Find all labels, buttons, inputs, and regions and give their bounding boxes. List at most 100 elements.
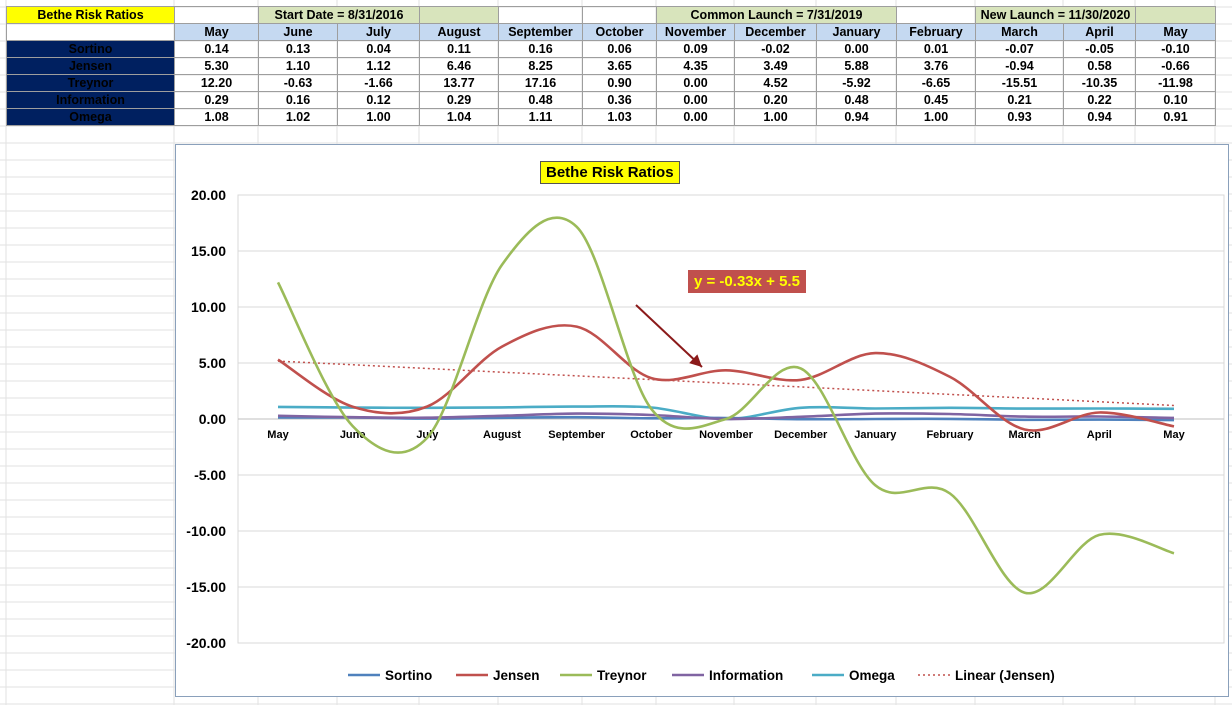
month-header[interactable]: February — [896, 23, 976, 41]
value-cell[interactable]: 0.00 — [816, 40, 897, 58]
sheet-title[interactable]: Bethe Risk Ratios — [6, 6, 175, 24]
value-cell[interactable]: 1.00 — [734, 108, 817, 126]
value-cell[interactable]: 1.12 — [337, 57, 420, 75]
value-cell[interactable]: -0.07 — [975, 40, 1064, 58]
value-cell[interactable]: 0.58 — [1063, 57, 1136, 75]
month-header[interactable]: June — [258, 23, 338, 41]
launch-note[interactable]: Common Launch = 7/31/2019 — [656, 6, 897, 24]
row-label[interactable]: Sortino — [6, 40, 175, 58]
empty-cell[interactable] — [582, 6, 657, 24]
empty-cell[interactable] — [174, 6, 259, 24]
value-cell[interactable]: -0.63 — [258, 74, 338, 92]
value-cell[interactable]: 0.93 — [975, 108, 1064, 126]
launch-note[interactable]: Start Date = 8/31/2016 — [258, 6, 420, 24]
value-cell[interactable]: 6.46 — [419, 57, 499, 75]
value-cell[interactable]: 0.09 — [656, 40, 735, 58]
value-cell[interactable]: -5.92 — [816, 74, 897, 92]
value-cell[interactable]: 0.48 — [816, 91, 897, 109]
legend-item-sortino[interactable]: Sortino — [348, 668, 432, 683]
value-cell[interactable]: 0.14 — [174, 40, 259, 58]
value-cell[interactable]: 0.11 — [419, 40, 499, 58]
value-cell[interactable]: 0.90 — [582, 74, 657, 92]
legend-item-treynor[interactable]: Treynor — [560, 668, 647, 683]
value-cell[interactable]: 4.35 — [656, 57, 735, 75]
value-cell[interactable]: 0.20 — [734, 91, 817, 109]
value-cell[interactable]: 8.25 — [498, 57, 583, 75]
value-cell[interactable]: 0.16 — [498, 40, 583, 58]
value-cell[interactable]: -0.10 — [1135, 40, 1216, 58]
value-cell[interactable]: 1.04 — [419, 108, 499, 126]
month-header[interactable]: March — [975, 23, 1064, 41]
empty-cell[interactable] — [896, 6, 976, 24]
value-cell[interactable]: 1.00 — [896, 108, 976, 126]
value-cell[interactable]: 0.12 — [337, 91, 420, 109]
month-header[interactable]: October — [582, 23, 657, 41]
empty-cell[interactable] — [1135, 6, 1216, 24]
month-header[interactable]: September — [498, 23, 583, 41]
value-cell[interactable]: 13.77 — [419, 74, 499, 92]
empty-cell[interactable] — [6, 23, 175, 41]
value-cell[interactable]: -10.35 — [1063, 74, 1136, 92]
value-cell[interactable]: 0.29 — [174, 91, 259, 109]
value-cell[interactable]: 0.94 — [816, 108, 897, 126]
value-cell[interactable]: 0.45 — [896, 91, 976, 109]
legend-item-jensen[interactable]: Jensen — [456, 668, 540, 683]
month-header[interactable]: May — [174, 23, 259, 41]
value-cell[interactable]: 1.10 — [258, 57, 338, 75]
value-cell[interactable]: 0.36 — [582, 91, 657, 109]
value-cell[interactable]: 0.00 — [656, 91, 735, 109]
month-header[interactable]: August — [419, 23, 499, 41]
value-cell[interactable]: 0.13 — [258, 40, 338, 58]
value-cell[interactable]: 0.00 — [656, 108, 735, 126]
empty-cell[interactable] — [498, 6, 583, 24]
value-cell[interactable]: 1.11 — [498, 108, 583, 126]
value-cell[interactable]: -0.05 — [1063, 40, 1136, 58]
value-cell[interactable]: -15.51 — [975, 74, 1064, 92]
launch-note[interactable]: New Launch = 11/30/2020 — [975, 6, 1136, 24]
value-cell[interactable]: -1.66 — [337, 74, 420, 92]
value-cell[interactable]: 3.49 — [734, 57, 817, 75]
month-header[interactable]: July — [337, 23, 420, 41]
month-header[interactable]: December — [734, 23, 817, 41]
chart-title[interactable]: Bethe Risk Ratios — [540, 161, 680, 184]
series-line-jensen[interactable] — [277, 324, 1175, 432]
value-cell[interactable]: 0.00 — [656, 74, 735, 92]
month-header[interactable]: April — [1063, 23, 1136, 41]
value-cell[interactable]: -0.66 — [1135, 57, 1216, 75]
series-line-treynor[interactable] — [276, 216, 1175, 595]
value-cell[interactable]: 0.01 — [896, 40, 976, 58]
row-label[interactable]: Omega — [6, 108, 175, 126]
value-cell[interactable]: 0.04 — [337, 40, 420, 58]
value-cell[interactable]: 1.00 — [337, 108, 420, 126]
month-header[interactable]: January — [816, 23, 897, 41]
month-header[interactable]: November — [656, 23, 735, 41]
value-cell[interactable]: 1.03 — [582, 108, 657, 126]
value-cell[interactable]: 0.06 — [582, 40, 657, 58]
value-cell[interactable]: 3.65 — [582, 57, 657, 75]
value-cell[interactable]: 0.48 — [498, 91, 583, 109]
value-cell[interactable]: -6.65 — [896, 74, 976, 92]
legend-item-omega[interactable]: Omega — [812, 668, 895, 683]
value-cell[interactable]: -0.94 — [975, 57, 1064, 75]
value-cell[interactable]: 1.02 — [258, 108, 338, 126]
empty-cell[interactable] — [419, 6, 499, 24]
value-cell[interactable]: 0.10 — [1135, 91, 1216, 109]
value-cell[interactable]: 0.91 — [1135, 108, 1216, 126]
value-cell[interactable]: 0.94 — [1063, 108, 1136, 126]
value-cell[interactable]: -11.98 — [1135, 74, 1216, 92]
value-cell[interactable]: 4.52 — [734, 74, 817, 92]
value-cell[interactable]: 17.16 — [498, 74, 583, 92]
legend-item-linear-jensen[interactable]: Linear (Jensen) — [918, 668, 1055, 683]
value-cell[interactable]: 5.88 — [816, 57, 897, 75]
trendline-equation-label[interactable]: y = -0.33x + 5.5 — [688, 270, 806, 293]
value-cell[interactable]: 0.21 — [975, 91, 1064, 109]
value-cell[interactable]: 1.08 — [174, 108, 259, 126]
legend-item-information[interactable]: Information — [672, 668, 783, 683]
value-cell[interactable]: 3.76 — [896, 57, 976, 75]
value-cell[interactable]: 5.30 — [174, 57, 259, 75]
chart-area[interactable]: 20.00 15.00 10.00 5.00 0.00 -5.00 -10.00 -15.00… — [175, 144, 1229, 697]
month-header[interactable]: May — [1135, 23, 1216, 41]
value-cell[interactable]: -0.02 — [734, 40, 817, 58]
row-label[interactable]: Information — [6, 91, 175, 109]
value-cell[interactable]: 12.20 — [174, 74, 259, 92]
